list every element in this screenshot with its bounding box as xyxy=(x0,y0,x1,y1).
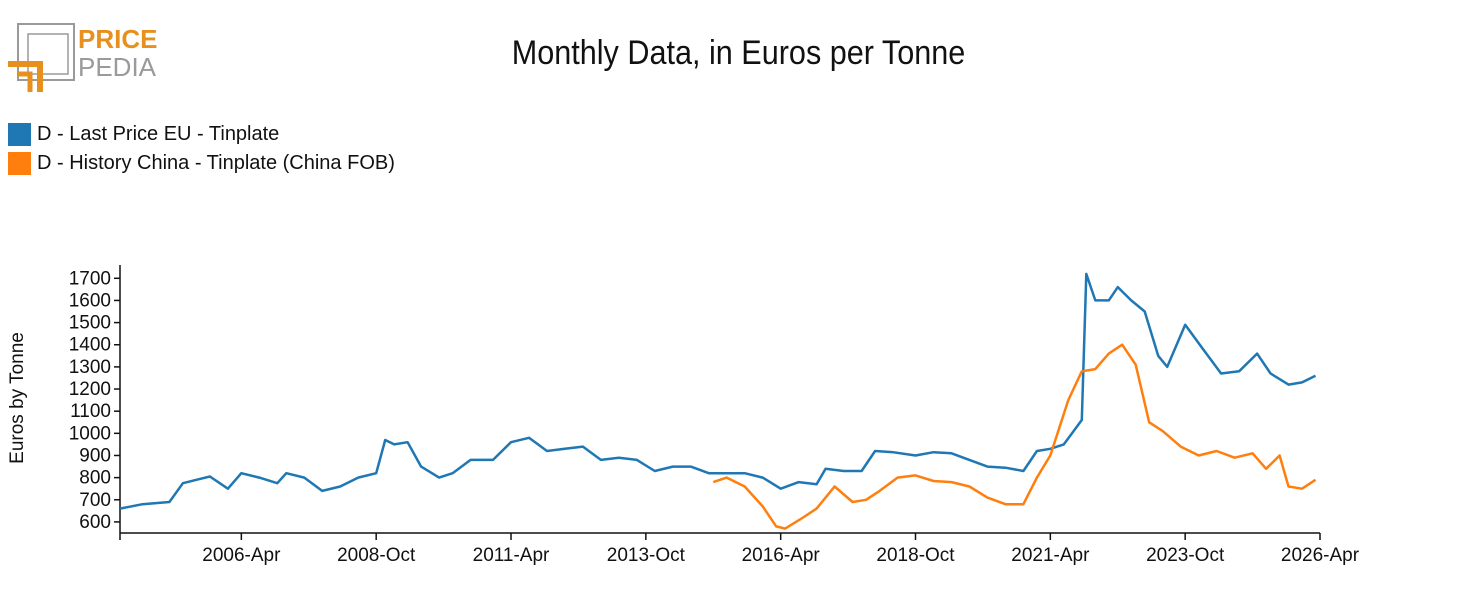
x-tick-label: 2023-Oct xyxy=(1146,545,1225,566)
legend: D - Last Price EU - Tinplate D - History… xyxy=(8,120,395,178)
series-line-2 xyxy=(712,343,1317,530)
pricepedia-logo: PRICE PEDIA xyxy=(6,20,166,92)
y-tick-label: 1200 xyxy=(69,379,111,400)
logo-mark: PRICE PEDIA xyxy=(8,23,157,92)
chart-title: Monthly Data, in Euros per Tonne xyxy=(511,34,966,72)
x-tick-label: 2016-Apr xyxy=(742,545,821,566)
x-tick-label: 2008-Oct xyxy=(337,545,416,566)
y-tick-label: 1000 xyxy=(69,423,111,444)
y-tick-label: 1100 xyxy=(70,401,111,422)
x-tick-label: 2013-Oct xyxy=(607,545,686,566)
series-line-1 xyxy=(119,272,1317,510)
legend-label-series-1: D - Last Price EU - Tinplate xyxy=(37,123,280,145)
y-tick-label: 1700 xyxy=(69,268,111,289)
series-layer xyxy=(119,272,1317,530)
x-tick-label: 2011-Apr xyxy=(473,545,550,566)
legend-label-series-2: D - History China - Tinplate (China FOB) xyxy=(37,152,395,174)
logo-text-pedia: PEDIA xyxy=(78,52,157,82)
legend-swatch-series-1 xyxy=(8,123,31,146)
y-tick-label: 800 xyxy=(79,468,111,489)
y-axis-label: Euros by Tonne xyxy=(7,332,28,464)
y-tick-label: 1300 xyxy=(69,357,111,378)
legend-item-series-2[interactable]: D - History China - Tinplate (China FOB) xyxy=(8,149,395,178)
x-axis: 2006-Apr 2008-Oct 2011-Apr 2013-Oct 2016-Apr… xyxy=(119,532,1360,566)
x-tick-label: 2021-Apr xyxy=(1011,545,1090,566)
y-tick-label: 900 xyxy=(79,445,111,466)
legend-item-series-1[interactable]: D - Last Price EU - Tinplate xyxy=(8,120,395,149)
y-tick-label: 1500 xyxy=(69,313,111,334)
y-tick-label: 1600 xyxy=(69,290,111,311)
x-tick-label: 2018-Oct xyxy=(876,545,955,566)
legend-swatch-series-2 xyxy=(8,152,31,175)
logo-text-price: PRICE xyxy=(78,24,157,54)
y-axis: 6007008009001000110012001300140015001600… xyxy=(69,265,121,533)
y-tick-label: 700 xyxy=(79,490,111,511)
y-tick-label: 600 xyxy=(79,512,111,533)
x-tick-label: 2026-Apr xyxy=(1281,545,1360,566)
x-tick-label: 2006-Apr xyxy=(202,545,281,566)
y-tick-label: 1400 xyxy=(69,335,111,356)
